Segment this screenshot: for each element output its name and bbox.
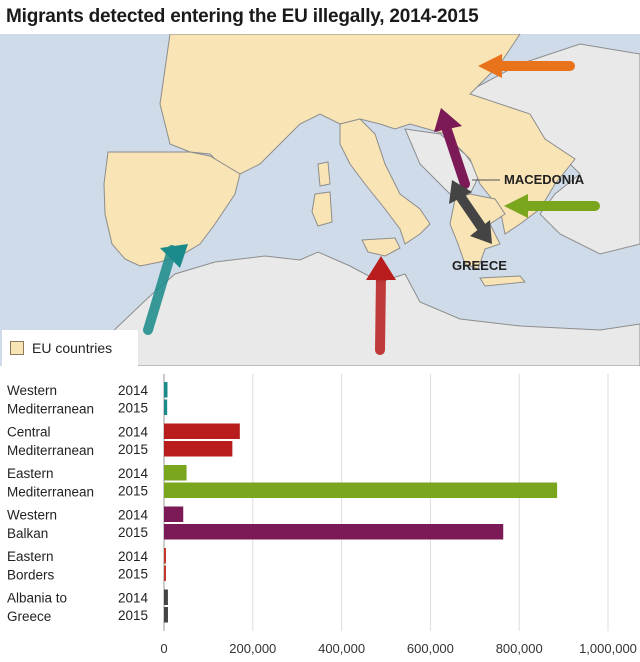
bar: [164, 465, 187, 481]
crete: [479, 275, 526, 287]
year-label: 2015: [118, 567, 148, 582]
legend-label: EU countries: [32, 340, 113, 356]
corsica: [317, 161, 331, 187]
x-tick-label: 400,000: [318, 641, 365, 656]
chart-x-ticks: 0 200,000 400,000 600,000 800,000 1,000,000: [160, 641, 637, 656]
group-label: Eastern: [7, 466, 54, 481]
arrow-eastern-borders: [478, 54, 575, 78]
map-legend: EU countries: [2, 330, 138, 366]
group-label: Mediterranean: [7, 402, 94, 417]
year-label: 2014: [118, 591, 149, 606]
legend-swatch-eu: [10, 341, 24, 355]
group-label: Mediterranean: [7, 443, 94, 458]
year-label: 2014: [118, 383, 149, 398]
year-label: 2014: [118, 466, 149, 481]
map-label-macedonia: MACEDONIA: [504, 172, 585, 187]
bar: [164, 441, 233, 457]
x-tick-label: 800,000: [496, 641, 543, 656]
chart-bars: [164, 382, 558, 623]
italy: [339, 118, 431, 245]
chart-title: Migrants detected entering the EU illega…: [6, 6, 479, 27]
x-tick-label: 0: [160, 641, 167, 656]
group-label: Western: [7, 383, 57, 398]
arrow-albania-to-greece: [449, 180, 492, 244]
year-label: 2014: [118, 549, 149, 564]
arrow-western-mediterranean: [143, 244, 188, 335]
group-label: Balkan: [7, 526, 48, 541]
year-label: 2015: [118, 484, 148, 499]
year-label: 2015: [118, 608, 148, 623]
bar: [164, 399, 168, 415]
europe-map: MACEDONIA GREECE: [0, 34, 640, 366]
group-label: Borders: [7, 568, 55, 583]
chart-gridlines: [163, 374, 609, 631]
arrow-central-mediterranean: [366, 256, 396, 355]
sicily: [361, 237, 401, 257]
x-tick-label: 1,000,000: [579, 641, 637, 656]
bar: [164, 589, 168, 605]
year-label: 2015: [118, 442, 148, 457]
sardinia: [311, 191, 333, 227]
year-label: 2014: [118, 425, 149, 440]
arrow-western-balkan: [434, 108, 470, 189]
bar: [164, 506, 184, 522]
group-label: Central: [7, 425, 51, 440]
bar: [164, 423, 240, 439]
x-tick-label: 600,000: [407, 641, 454, 656]
bar: [164, 565, 166, 581]
year-label: 2014: [118, 508, 149, 523]
map-label-greece: GREECE: [452, 258, 507, 273]
group-label: Greece: [7, 609, 51, 624]
bar: [164, 607, 168, 623]
group-label: Eastern: [7, 549, 54, 564]
year-label: 2015: [118, 401, 148, 416]
group-label: Albania to: [7, 591, 67, 606]
arrow-eastern-mediterranean: [504, 194, 600, 218]
chart-category-labels: Western Mediterranean 2014 2015 Central Medit…: [7, 383, 149, 624]
bar: [164, 524, 504, 540]
group-label: Mediterranean: [7, 485, 94, 500]
x-tick-label: 200,000: [229, 641, 276, 656]
bar: [164, 482, 558, 498]
bar-chart: Western Mediterranean 2014 2015 Central Medit…: [7, 374, 637, 656]
bar: [164, 382, 168, 398]
year-label: 2015: [118, 525, 148, 540]
bar: [164, 548, 166, 564]
group-label: Western: [7, 508, 57, 523]
